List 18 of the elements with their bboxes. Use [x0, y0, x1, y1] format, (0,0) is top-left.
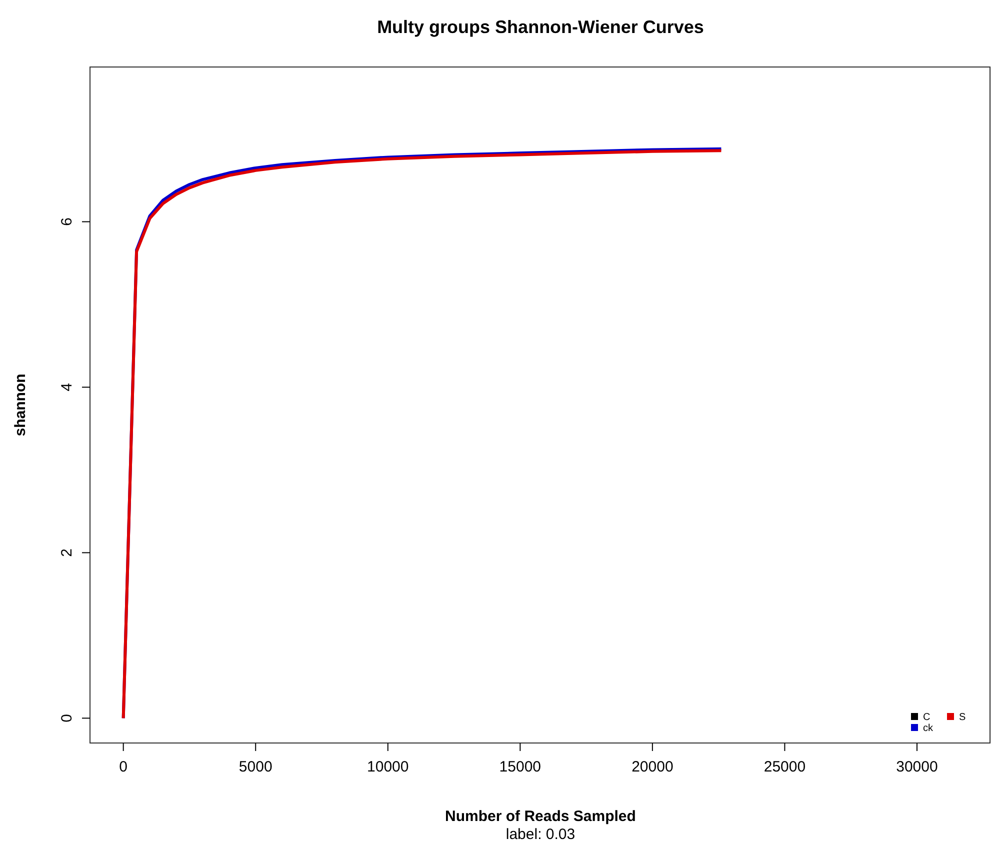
legend-label: S — [959, 712, 966, 723]
x-tick-label: 10000 — [367, 758, 409, 776]
y-tick-label: 6 — [58, 218, 76, 226]
y-tick-label: 0 — [58, 714, 76, 722]
text: label: 0.03 — [506, 826, 576, 843]
legend-label: ck — [923, 723, 934, 734]
x-tick-label: 20000 — [632, 758, 674, 776]
chart-title: Multy groups Shannon-Wiener Curves — [377, 17, 704, 37]
x-tick-label: 30000 — [896, 758, 938, 776]
y-tick-label: 2 — [58, 548, 76, 557]
x-tick-label: 25000 — [764, 758, 806, 776]
legend-label: C — [923, 712, 930, 723]
y-axis-title: shannon — [12, 374, 29, 436]
x-tick-label: 5000 — [238, 758, 272, 776]
x-tick-label: 15000 — [499, 758, 542, 776]
x-tick-label: 0 — [119, 758, 128, 776]
x-axis-title: Number of Reads Sampled — [445, 808, 636, 825]
y-tick-label: 4 — [58, 383, 76, 392]
